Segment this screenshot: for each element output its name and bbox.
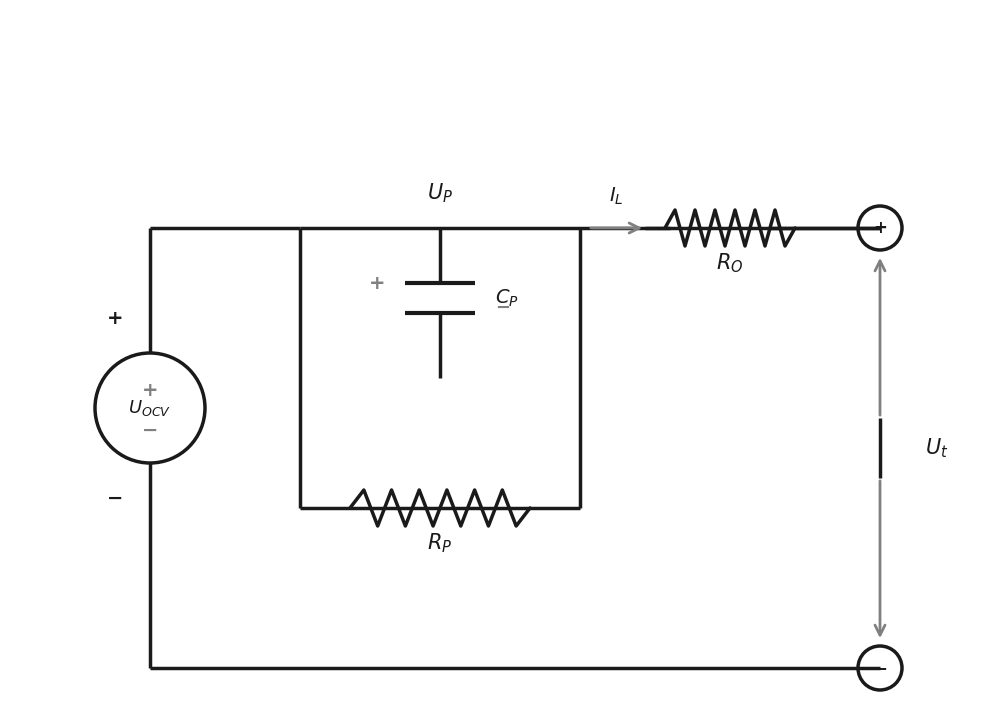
Text: $\boldsymbol{I_L}$: $\boldsymbol{I_L}$ (609, 186, 624, 207)
Text: −: − (107, 488, 123, 507)
Text: $\boldsymbol{U_P}$: $\boldsymbol{U_P}$ (427, 181, 453, 205)
Text: +: + (873, 219, 887, 237)
Text: $\boldsymbol{U_{OCV}}$: $\boldsymbol{U_{OCV}}$ (128, 398, 172, 418)
Text: −: − (142, 421, 158, 440)
Text: −: − (495, 299, 511, 317)
Text: −: − (873, 659, 887, 677)
Text: +: + (369, 274, 385, 293)
Text: $\boldsymbol{R_P}$: $\boldsymbol{R_P}$ (427, 531, 453, 555)
Text: +: + (142, 381, 158, 400)
Text: +: + (107, 309, 123, 328)
Text: $\boldsymbol{U_t}$: $\boldsymbol{U_t}$ (925, 436, 948, 460)
Text: $\boldsymbol{R_O}$: $\boldsymbol{R_O}$ (716, 251, 744, 274)
Text: $\boldsymbol{C_P}$: $\boldsymbol{C_P}$ (495, 288, 519, 309)
